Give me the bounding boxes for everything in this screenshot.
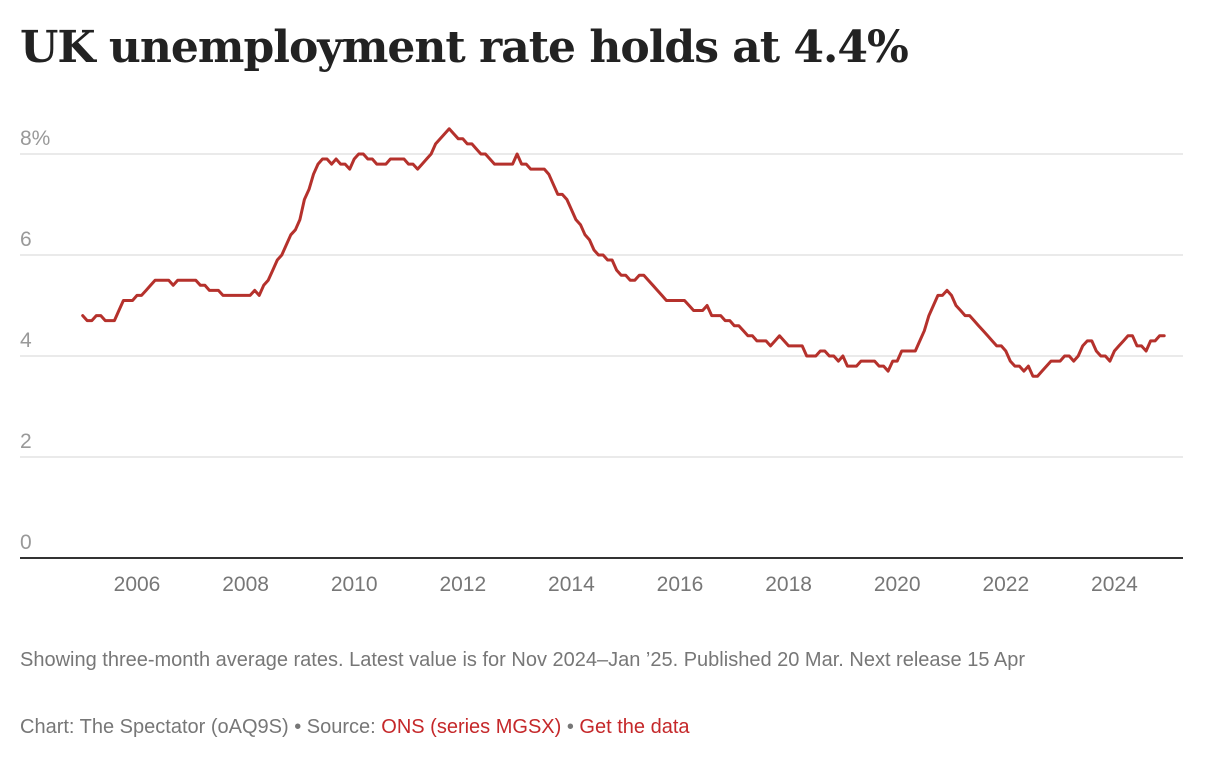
x-tick-label: 2018: [765, 573, 812, 596]
x-tick-label: 2006: [114, 573, 161, 596]
series-layer: [81, 127, 1166, 378]
chart-credit-label: Chart: The Spectator (oAQ9S): [20, 716, 289, 738]
separator: •: [561, 716, 580, 738]
x-tick-label: 2024: [1091, 573, 1138, 596]
source-label: Source:: [306, 716, 382, 738]
x-tick-label: 2022: [982, 573, 1029, 596]
x-tick-label: 2012: [439, 573, 486, 596]
x-tick-label: 2014: [548, 573, 595, 596]
y-tick-label: 6: [20, 228, 32, 251]
series-line-unemployment-rate: [81, 127, 1166, 378]
separator: •: [288, 716, 307, 738]
get-data-link[interactable]: Get the data: [579, 716, 690, 738]
x-tick-label: 2016: [657, 573, 704, 596]
chart-credit: Chart: The Spectator (oAQ9S) • Source: O…: [20, 716, 690, 739]
chart-note: Showing three-month average rates. Lates…: [20, 649, 1026, 671]
y-tick-label: 2: [20, 430, 32, 453]
y-tick-label: 4: [20, 329, 32, 352]
y-tick-label: 8%: [20, 127, 50, 150]
source-link[interactable]: ONS (series MGSX): [381, 716, 562, 738]
gridlines: [20, 153, 1183, 458]
chart-title: UK unemployment rate holds at 4.4%: [20, 22, 909, 73]
x-axis-labels: 2006 2008 2010 2012 2014 2016 2018 2020 2022 2024: [114, 573, 1138, 596]
y-tick-label: 0: [20, 531, 32, 554]
y-axis-labels: 0 2 4 6 8%: [20, 127, 50, 554]
x-tick-label: 2020: [874, 573, 921, 596]
x-tick-label: 2010: [331, 573, 378, 596]
x-tick-label: 2008: [222, 573, 269, 596]
